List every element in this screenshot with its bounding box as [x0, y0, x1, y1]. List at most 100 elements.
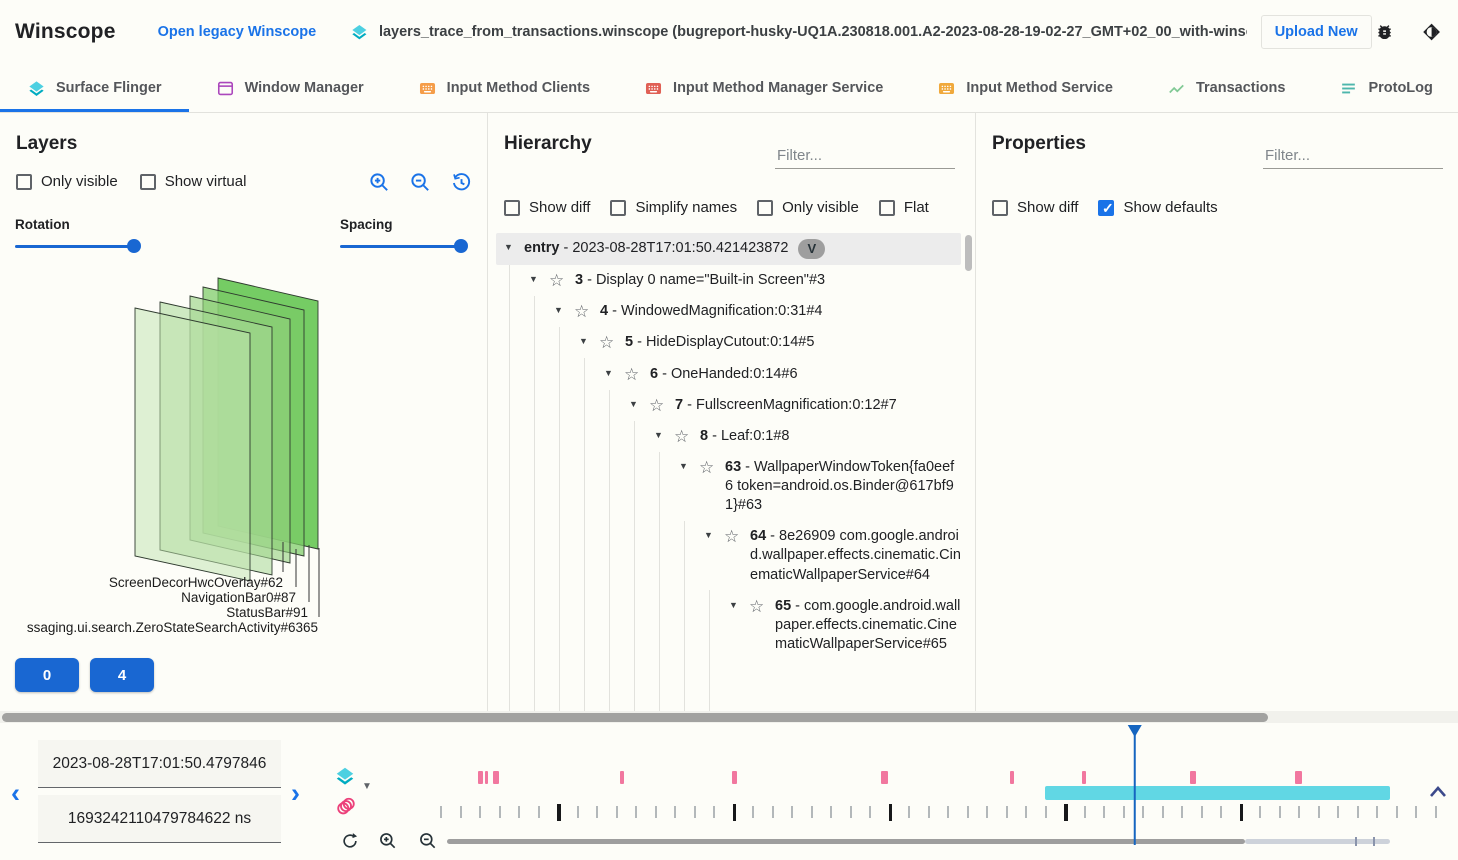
- layers-trace-icon: [350, 21, 369, 43]
- timeline-tick: [966, 806, 969, 818]
- timeline-tick: [1122, 806, 1125, 818]
- hierarchy-node[interactable]: ▼ ☆ 65 - com.google.android.wallpaper.effe…: [496, 591, 961, 660]
- tab-input-method-clients[interactable]: Input Method Clients: [391, 64, 617, 112]
- pin-star-icon[interactable]: ☆: [574, 302, 590, 322]
- expand-caret-icon[interactable]: ▼: [504, 242, 513, 252]
- transition-marker: [880, 771, 888, 784]
- hierarchy-tree[interactable]: ▼ entry - 2023-08-28T17:01:50.421423872 V ▼…: [496, 233, 961, 711]
- expand-caret-icon[interactable]: ▼: [629, 398, 638, 409]
- timeline-cursor[interactable]: [1127, 725, 1142, 845]
- hierarchy-node[interactable]: ▼ ☆ 4 - WindowedMagnification:0:31#4: [496, 296, 961, 327]
- tab-input-method-manager-service[interactable]: Input Method Manager Service: [617, 64, 910, 112]
- pin-star-icon[interactable]: ☆: [624, 364, 640, 384]
- tab-surface-flinger[interactable]: Surface Flinger: [0, 64, 189, 112]
- checkbox-box[interactable]: [992, 199, 1008, 216]
- expand-caret-icon[interactable]: ▼: [654, 429, 663, 440]
- trace-selector-caret-icon[interactable]: ▼: [362, 781, 372, 792]
- timeline-zoom-scrollbar[interactable]: [440, 837, 1435, 847]
- slider-thumb[interactable]: [126, 239, 141, 253]
- checkbox-box[interactable]: [16, 173, 32, 190]
- spacing-slider[interactable]: Spacing: [340, 217, 469, 253]
- scrollbar-thumb[interactable]: [2, 712, 1268, 722]
- show-diff-checkbox[interactable]: Show diff: [992, 199, 1078, 216]
- cursor-handle[interactable]: [1127, 725, 1142, 737]
- show-diff-checkbox[interactable]: Show diff: [504, 199, 590, 216]
- expand-caret-icon[interactable]: ▼: [704, 530, 713, 541]
- checkbox-box[interactable]: [610, 199, 627, 216]
- tab-protolog[interactable]: ProtoLog: [1312, 64, 1458, 112]
- hierarchy-node[interactable]: ▼ ☆ 7 - FullscreenMagnification:0:12#7: [496, 390, 961, 421]
- next-entry-button[interactable]: ›: [291, 778, 300, 808]
- open-legacy-winscope-link[interactable]: Open legacy Winscope: [157, 24, 317, 40]
- expand-caret-icon[interactable]: ▼: [554, 305, 563, 316]
- expand-caret-icon[interactable]: ▼: [729, 599, 738, 610]
- hierarchy-node[interactable]: ▼ entry - 2023-08-28T17:01:50.421423872 V: [496, 233, 961, 266]
- upload-new-button[interactable]: Upload New: [1260, 15, 1372, 49]
- pin-star-icon[interactable]: ☆: [599, 333, 615, 353]
- dark-mode-toggle-icon[interactable]: [1421, 21, 1442, 43]
- timeline-selection-range[interactable]: [1044, 786, 1391, 800]
- reset-view-history-icon[interactable]: [450, 171, 473, 194]
- reset-zoom-icon[interactable]: [340, 831, 360, 851]
- flat-checkbox[interactable]: Flat: [878, 199, 929, 216]
- simplify-names-checkbox[interactable]: Simplify names: [610, 199, 737, 216]
- zoom-out-icon[interactable]: [409, 171, 432, 194]
- transitions-trace-toggle-icon[interactable]: [335, 796, 357, 818]
- content-horizontal-scrollbar[interactable]: [0, 711, 1458, 723]
- previous-entry-button[interactable]: ‹: [11, 778, 20, 808]
- expand-caret-icon[interactable]: ▼: [679, 460, 688, 471]
- checkbox-box[interactable]: [139, 173, 156, 190]
- tab-input-method-service[interactable]: Input Method Service: [910, 64, 1140, 112]
- tab-window-manager[interactable]: Window Manager: [189, 64, 391, 112]
- checkbox-box[interactable]: [504, 199, 520, 216]
- collapse-timeline-chevron-icon[interactable]: [1428, 785, 1448, 803]
- hierarchy-node[interactable]: ▼ ☆ 3 - Display 0 name="Built-in Screen"#3: [496, 265, 961, 296]
- pin-star-icon[interactable]: ☆: [749, 596, 765, 616]
- expand-caret-icon[interactable]: ▼: [579, 336, 588, 347]
- pin-star-icon[interactable]: ☆: [724, 527, 740, 547]
- tab-transactions[interactable]: Transactions: [1140, 64, 1312, 112]
- pin-star-icon[interactable]: ☆: [699, 457, 715, 477]
- hierarchy-node[interactable]: ▼ ☆ 6 - OneHanded:0:14#6: [496, 359, 961, 390]
- bug-report-icon[interactable]: [1374, 21, 1395, 43]
- slider-track[interactable]: [340, 244, 465, 248]
- hierarchy-node[interactable]: ▼ ☆ 64 - 8e26909 com.google.android.wallpa…: [496, 521, 961, 590]
- slider-thumb[interactable]: [454, 239, 469, 253]
- hierarchy-node[interactable]: ▼ ☆ 63 - WallpaperWindowToken{fa0eef6 toke…: [496, 452, 961, 521]
- timeline-tick: [732, 804, 737, 821]
- show-defaults-checkbox[interactable]: Show defaults: [1098, 199, 1218, 217]
- timestamp-human-input[interactable]: [38, 740, 281, 788]
- only-visible-checkbox[interactable]: Only visible: [16, 173, 118, 190]
- display-button-0[interactable]: 0: [15, 658, 79, 692]
- expand-caret-icon[interactable]: ▼: [604, 367, 613, 378]
- layers-trace-toggle-icon[interactable]: [334, 765, 356, 787]
- hierarchy-node[interactable]: ▼ ☆ 8 - Leaf:0:1#8: [496, 421, 961, 452]
- rotation-slider[interactable]: Rotation: [15, 217, 141, 253]
- only-visible-checkbox[interactable]: Only visible: [757, 199, 859, 216]
- timeline-tick: [1005, 806, 1008, 818]
- timestamp-ns-input[interactable]: [38, 795, 281, 843]
- timeline-zoom-in-icon[interactable]: [378, 831, 398, 851]
- display-button-4[interactable]: 4: [90, 658, 154, 692]
- expand-caret-icon[interactable]: ▼: [529, 274, 538, 285]
- timeline-zoom-out-icon[interactable]: [418, 831, 438, 851]
- timeline-tick: [1337, 806, 1340, 818]
- zoom-in-icon[interactable]: [368, 171, 391, 194]
- timeline-section: ‹ › ▼: [0, 723, 1458, 860]
- checkbox-box[interactable]: [1098, 199, 1115, 217]
- checkbox-box[interactable]: [757, 199, 774, 216]
- hierarchy-filter-input[interactable]: [775, 143, 955, 169]
- slider-track[interactable]: [15, 244, 140, 248]
- timeline-ruler[interactable]: [440, 723, 1437, 860]
- zoom-scrollbar-thumb[interactable]: [446, 839, 1245, 844]
- pin-star-icon[interactable]: ☆: [649, 395, 665, 415]
- show-virtual-checkbox[interactable]: Show virtual: [139, 173, 246, 190]
- pin-star-icon[interactable]: ☆: [674, 426, 690, 446]
- hierarchy-scrollbar[interactable]: [965, 235, 972, 271]
- checkbox-box[interactable]: [878, 199, 895, 216]
- pin-star-icon[interactable]: ☆: [549, 271, 565, 291]
- hierarchy-node[interactable]: ▼ ☆ 5 - HideDisplayCutout:0:14#5: [496, 327, 961, 358]
- timeline-tick: [557, 804, 561, 821]
- layers-3d-view[interactable]: [0, 263, 487, 645]
- properties-filter-input[interactable]: [1263, 143, 1443, 169]
